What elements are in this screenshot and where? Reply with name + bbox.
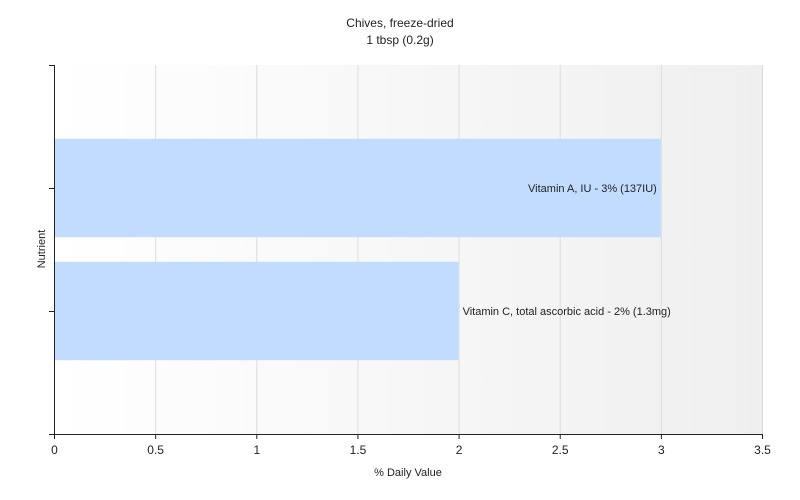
chart-subtitle: 1 tbsp (0.2g) xyxy=(366,33,433,47)
bar xyxy=(54,138,661,238)
x-tick-label: 3 xyxy=(658,443,665,457)
chart-title: Chives, freeze-dried xyxy=(346,16,453,30)
x-tick-label: 2 xyxy=(456,443,463,457)
gridlines xyxy=(155,65,763,434)
x-tick-label: 1 xyxy=(253,443,260,457)
x-tick-label: 2.5 xyxy=(552,443,569,457)
x-tick-label: 0 xyxy=(51,443,58,457)
x-tick-label: 0.5 xyxy=(147,443,164,457)
bar-data-label: Vitamin C, total ascorbic acid - 2% (1.3… xyxy=(463,306,671,318)
y-axis-label: Nutrient xyxy=(36,230,48,269)
bar xyxy=(54,261,459,361)
x-axis-label: % Daily Value xyxy=(374,467,442,479)
axes: 0 0.5 1 1.5 2 2.5 3 3.5 xyxy=(49,65,771,457)
x-tick-label: 1.5 xyxy=(350,443,367,457)
bar-data-label: Vitamin A, IU - 3% (137IU) xyxy=(528,183,657,195)
bars xyxy=(54,138,661,361)
data-labels: Vitamin A, IU - 3% (137IU) Vitamin C, tot… xyxy=(463,183,671,318)
x-tick-label: 3.5 xyxy=(754,443,771,457)
plot-area xyxy=(54,65,762,434)
